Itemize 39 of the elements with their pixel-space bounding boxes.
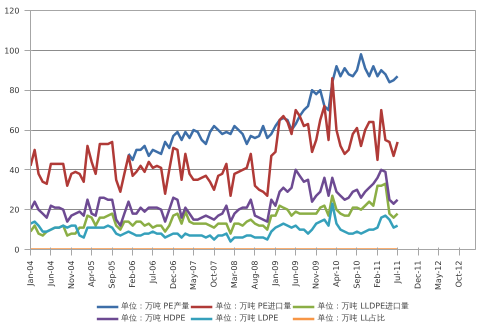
- x-tick-label: May-07: [189, 260, 198, 290]
- x-tick-label: Jan-09: [270, 260, 280, 287]
- line-series: [30, 76, 399, 197]
- y-tick-label: 40: [9, 166, 20, 175]
- x-tick-label: Jul-11: [393, 260, 402, 284]
- x-tick-label: Oct-07: [210, 260, 219, 288]
- x-tick-label: Sep-10: [352, 260, 362, 289]
- x-tick-label: Feb-06: [128, 260, 138, 288]
- legend-label: 单位：万吨 PE进口量: [215, 300, 292, 312]
- x-tick-label: Dec-11: [414, 260, 423, 290]
- legend-label: 单位：万吨 LDPE: [215, 312, 278, 324]
- x-tick-label: Jun-09: [291, 260, 300, 288]
- line-series: [30, 182, 399, 237]
- x-tick-label: Oct-12: [454, 260, 464, 288]
- y-tick-label: 60: [9, 126, 20, 135]
- x-tick-label: Jun-04: [46, 260, 56, 288]
- y-tick-label: 20: [9, 206, 20, 215]
- x-tick-label: Apr-10: [332, 260, 341, 287]
- y-tick-label: 100: [4, 46, 20, 56]
- legend-label: 单位：万吨 LL占比: [318, 312, 386, 324]
- line-series: [30, 202, 399, 243]
- x-tick-label: Aug-08: [250, 260, 260, 290]
- y-tick-label: 0: [14, 246, 20, 254]
- x-tick-label: Jan-04: [26, 260, 35, 287]
- y-tick-label: 80: [9, 86, 20, 96]
- x-tick-label: Sep-05: [108, 260, 117, 289]
- x-tick-label: Nov-04: [66, 260, 76, 289]
- line-series: [30, 168, 399, 227]
- legend-label: 单位：万吨 PE产量: [120, 300, 190, 312]
- x-tick-label: Mar-08: [230, 260, 239, 288]
- x-tick-label: Nov-09: [312, 260, 321, 289]
- x-tick-label: May-12: [434, 260, 443, 290]
- x-tick-label: Dec-06: [168, 260, 178, 290]
- legend-label: 单位：万吨 HDPE: [120, 312, 186, 324]
- y-tick-label: 120: [4, 6, 20, 16]
- x-tick-label: Jul-06: [148, 260, 158, 284]
- x-tick-label: Apr-05: [87, 260, 96, 287]
- x-tick-label: Feb-11: [372, 260, 382, 288]
- legend-label: 单位：万吨 LLDPE进口量: [318, 300, 410, 312]
